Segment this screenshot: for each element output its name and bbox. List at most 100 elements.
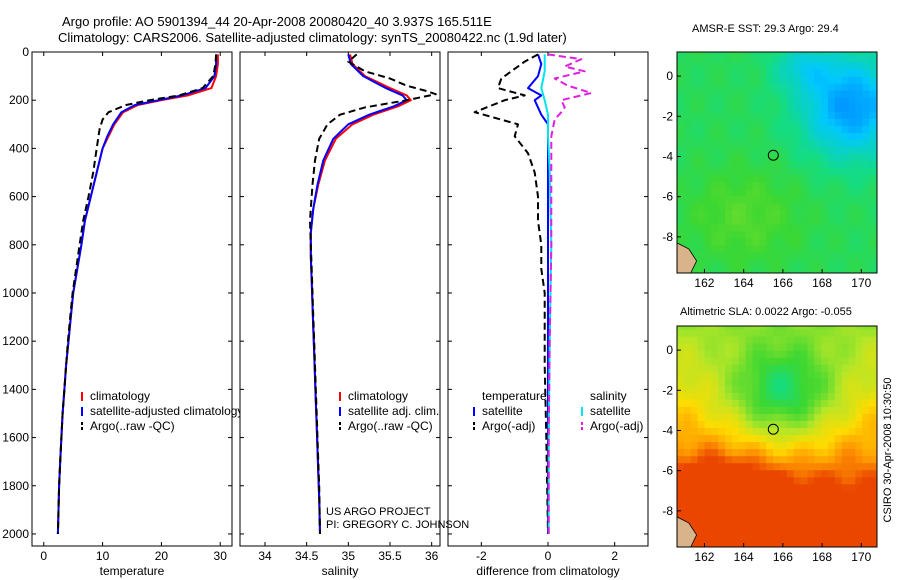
sst-map-cell (855, 146, 863, 154)
sla-map-cell (731, 413, 740, 421)
sst-map-cell (773, 55, 781, 63)
sst-map-cell (848, 181, 857, 190)
sst-map-cell (690, 83, 699, 91)
sla-map-cell (800, 476, 808, 485)
sst-map-cell (738, 62, 747, 70)
sla-map-cell (731, 336, 740, 344)
sla-map-cell (834, 427, 843, 436)
sst-map-cell (731, 76, 740, 84)
sst-map-cell (779, 125, 788, 133)
sla-map-cell (862, 329, 870, 337)
sst-map-cell (690, 118, 699, 126)
sst-map-cell (718, 104, 726, 112)
sla-map-cell (738, 427, 747, 436)
sst-map-cell (752, 188, 760, 197)
sla-map-cell (828, 364, 836, 372)
sst-map-cell (697, 223, 706, 232)
sst-map-cell (704, 90, 712, 98)
sst-map-cell (766, 139, 774, 147)
sla-map-cell (711, 518, 719, 527)
sst-map-cell (848, 139, 857, 147)
sla-map-cell (855, 518, 863, 527)
sst-map-cell (807, 55, 815, 63)
sst-map-cell (683, 118, 692, 126)
sla-map-cell (711, 462, 719, 471)
sst-map-cell (738, 55, 747, 63)
sst-map-frame (676, 51, 878, 274)
sla-map-cell (869, 336, 877, 344)
sla-map-cell (759, 532, 767, 541)
sla-map-cell (848, 518, 857, 527)
sla-map-cell (731, 540, 740, 547)
sla-map-cell (718, 434, 726, 443)
sst-map-cell (731, 258, 740, 267)
sst-map-cell (855, 160, 863, 169)
sla-map-cell (855, 532, 863, 541)
sst-map-cell (869, 258, 877, 267)
sst-map-cell (718, 251, 726, 260)
sst-map-cell (766, 55, 774, 63)
sst-map-cell (841, 76, 850, 84)
sst-map-cell (828, 174, 836, 183)
sla-map-cell (759, 371, 767, 379)
sst-map-cell (779, 230, 788, 239)
sla-map-cell (683, 326, 692, 330)
sla-map-cell (862, 476, 870, 485)
sla-map-cell (718, 399, 726, 407)
sla-map-cell (690, 392, 699, 400)
sla-map-cell (841, 350, 850, 358)
sla-map-cell (834, 504, 843, 513)
sla-map-cell (725, 525, 733, 534)
sla-map-cell (807, 427, 815, 436)
sst-map-cell (786, 111, 795, 119)
sst-map-cell (848, 83, 857, 91)
sst-map-cell (828, 125, 836, 133)
sst-map-cell (786, 76, 795, 84)
sst-map-cell (848, 223, 857, 232)
sst-map-cell (814, 237, 822, 246)
sla-map-cell (814, 455, 822, 464)
sla-map-cell (848, 420, 857, 428)
sst-map-cell (745, 132, 754, 140)
sst-map-cell (786, 104, 795, 112)
sla-map-cell (690, 350, 699, 358)
sst-map-cell (869, 209, 877, 218)
sst-map-cell (725, 139, 733, 147)
sla-map-cell (862, 511, 870, 520)
sla-map-cell (683, 455, 692, 464)
sst-map-cell (786, 118, 795, 126)
sst-map-cell (752, 209, 760, 218)
project-name: US ARGO PROJECT (326, 506, 431, 518)
sst-map-cell (828, 76, 836, 84)
sst-map-cell (773, 195, 781, 204)
sst-map-cell (828, 69, 836, 77)
sla-map-cell (800, 385, 808, 393)
sla-map-cell (711, 392, 719, 400)
sst-map-cell (800, 76, 808, 84)
sla-map-cell (862, 525, 870, 534)
sla-map-cell (841, 532, 850, 541)
sla-map-cell (793, 385, 802, 393)
sla-map-cell (779, 540, 788, 547)
sst-map-cell (800, 230, 808, 239)
sla-map-cell (677, 504, 685, 513)
sla-map-cell (752, 399, 760, 407)
temperature-series-argo-raw-qc- (56, 54, 218, 535)
sla-map-cell (704, 525, 712, 534)
sla-map-cell (800, 455, 808, 464)
sla-map-cell (779, 462, 788, 471)
sla-map-cell (683, 392, 692, 400)
sla-map-cell (793, 490, 802, 499)
sst-map-cell (752, 111, 760, 119)
sst-map-cell (855, 118, 863, 126)
sla-map-cell (766, 378, 774, 386)
sla-map-cell (814, 406, 822, 414)
sst-map-cell (869, 160, 877, 169)
sla-map-cell (834, 357, 843, 365)
sla-map-cell (725, 511, 733, 520)
sla-map-cell (697, 455, 706, 464)
sst-map-cell (869, 132, 877, 140)
sla-map-cell (779, 511, 788, 520)
sla-map-ytick-label: -2 (662, 383, 673, 397)
sst-map-cell (869, 139, 877, 147)
